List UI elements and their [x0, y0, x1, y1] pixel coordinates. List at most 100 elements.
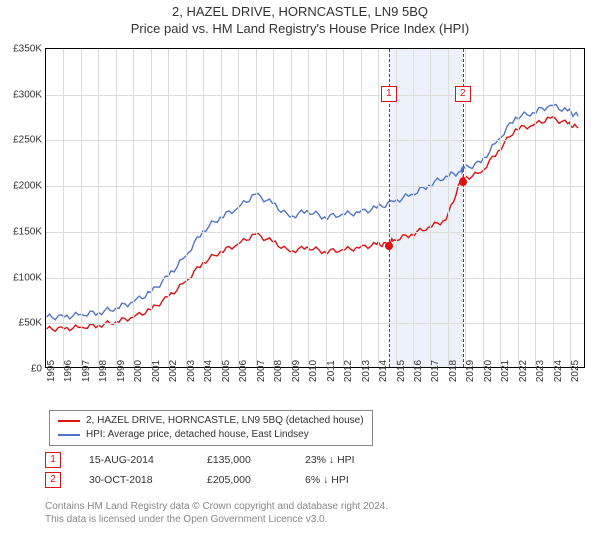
footer-attribution: Contains HM Land Registry data © Crown c…	[45, 500, 388, 526]
gridline-v	[186, 49, 187, 367]
gridline-v	[535, 49, 536, 367]
x-tick-label: 2002	[168, 360, 179, 382]
y-tick-label: £200K	[13, 181, 42, 192]
x-tick-label: 2017	[430, 360, 441, 382]
gridline-v	[518, 49, 519, 367]
gridline-v	[238, 49, 239, 367]
gridline-h	[46, 140, 584, 141]
x-tick-label: 2015	[396, 360, 407, 382]
x-tick-label: 1998	[98, 360, 109, 382]
y-tick-label: £0	[31, 364, 42, 375]
y-tick-label: £150K	[13, 226, 42, 237]
x-tick-label: 1997	[81, 360, 92, 382]
hpi-line	[47, 104, 578, 319]
gridline-v	[133, 49, 134, 367]
x-tick-label: 2007	[256, 360, 267, 382]
y-tick-label: £250K	[13, 135, 42, 146]
x-tick-label: 2024	[553, 360, 564, 382]
x-tick-label: 2023	[535, 360, 546, 382]
event-label-box: 2	[455, 86, 471, 102]
gridline-v	[361, 49, 362, 367]
gridline-v	[98, 49, 99, 367]
footer-line-2: This data is licensed under the Open Gov…	[45, 513, 388, 526]
title-block: 2, HAZEL DRIVE, HORNCASTLE, LN9 5BQ Pric…	[0, 0, 600, 36]
sale-price: £135,000	[207, 454, 277, 466]
gridline-v	[256, 49, 257, 367]
gridline-h	[46, 186, 584, 187]
gridline-v	[553, 49, 554, 367]
sale-date: 30-OCT-2018	[89, 474, 179, 486]
gridline-v	[378, 49, 379, 367]
event-marker	[385, 242, 393, 250]
gridline-v	[413, 49, 414, 367]
y-tick-label: £50K	[19, 318, 42, 329]
sale-id-box: 2	[45, 472, 61, 488]
legend-swatch	[58, 434, 80, 436]
gridline-h	[46, 95, 584, 96]
x-tick-label: 2008	[273, 360, 284, 382]
sale-price: £205,000	[207, 474, 277, 486]
gridline-v	[430, 49, 431, 367]
x-tick-label: 2006	[238, 360, 249, 382]
x-tick-label: 2003	[186, 360, 197, 382]
x-tick-label: 2005	[221, 360, 232, 382]
legend-row: HPI: Average price, detached house, East…	[58, 428, 364, 442]
legend-label: 2, HAZEL DRIVE, HORNCASTLE, LN9 5BQ (det…	[86, 414, 364, 428]
gridline-v	[151, 49, 152, 367]
y-tick-label: £300K	[13, 89, 42, 100]
sale-date: 15-AUG-2014	[89, 454, 179, 466]
x-tick-label: 2009	[291, 360, 302, 382]
x-tick-label: 2025	[570, 360, 581, 382]
legend-row: 2, HAZEL DRIVE, HORNCASTLE, LN9 5BQ (det…	[58, 414, 364, 428]
gridline-v	[203, 49, 204, 367]
gridline-h	[46, 278, 584, 279]
x-tick-label: 2012	[343, 360, 354, 382]
gridline-h	[46, 323, 584, 324]
subject-line	[47, 116, 578, 331]
gridline-v	[570, 49, 571, 367]
gridline-v	[483, 49, 484, 367]
x-tick-label: 2014	[378, 360, 389, 382]
event-marker	[459, 178, 467, 186]
gridline-v	[168, 49, 169, 367]
gridline-v	[81, 49, 82, 367]
title-address: 2, HAZEL DRIVE, HORNCASTLE, LN9 5BQ	[0, 4, 600, 19]
x-tick-label: 2011	[326, 360, 337, 382]
gridline-v	[273, 49, 274, 367]
x-tick-label: 2016	[413, 360, 424, 382]
gridline-h	[46, 232, 584, 233]
gridline-v	[448, 49, 449, 367]
gridline-v	[343, 49, 344, 367]
gridline-v	[500, 49, 501, 367]
plot-area: £0£50K£100K£150K£200K£250K£300K£350K1995…	[45, 48, 585, 368]
sale-id-box: 1	[45, 452, 61, 468]
x-tick-label: 1999	[116, 360, 127, 382]
x-tick-label: 2018	[448, 360, 459, 382]
x-tick-label: 2010	[308, 360, 319, 382]
chart-container: 2, HAZEL DRIVE, HORNCASTLE, LN9 5BQ Pric…	[0, 0, 600, 560]
x-tick-label: 2019	[465, 360, 476, 382]
sale-delta: 6% ↓ HPI	[305, 474, 349, 486]
gridline-v	[63, 49, 64, 367]
x-tick-label: 2013	[361, 360, 372, 382]
x-tick-label: 2022	[518, 360, 529, 382]
line-layer	[46, 49, 584, 367]
sale-row: 1 15-AUG-2014 £135,000 23% ↓ HPI	[45, 452, 355, 468]
gridline-v	[116, 49, 117, 367]
sale-delta: 23% ↓ HPI	[305, 454, 355, 466]
x-tick-label: 2001	[151, 360, 162, 382]
legend-box: 2, HAZEL DRIVE, HORNCASTLE, LN9 5BQ (det…	[49, 410, 373, 446]
sale-row: 2 30-OCT-2018 £205,000 6% ↓ HPI	[45, 472, 355, 488]
y-tick-label: £100K	[13, 272, 42, 283]
gridline-v	[326, 49, 327, 367]
gridline-v	[308, 49, 309, 367]
title-subtitle: Price paid vs. HM Land Registry's House …	[0, 21, 600, 36]
y-tick-label: £350K	[13, 44, 42, 55]
x-tick-label: 2000	[133, 360, 144, 382]
x-tick-label: 1995	[46, 360, 57, 382]
gridline-v	[221, 49, 222, 367]
x-tick-label: 2021	[500, 360, 511, 382]
event-label-box: 1	[381, 86, 397, 102]
legend-swatch	[58, 420, 80, 422]
legend-label: HPI: Average price, detached house, East…	[86, 428, 309, 442]
